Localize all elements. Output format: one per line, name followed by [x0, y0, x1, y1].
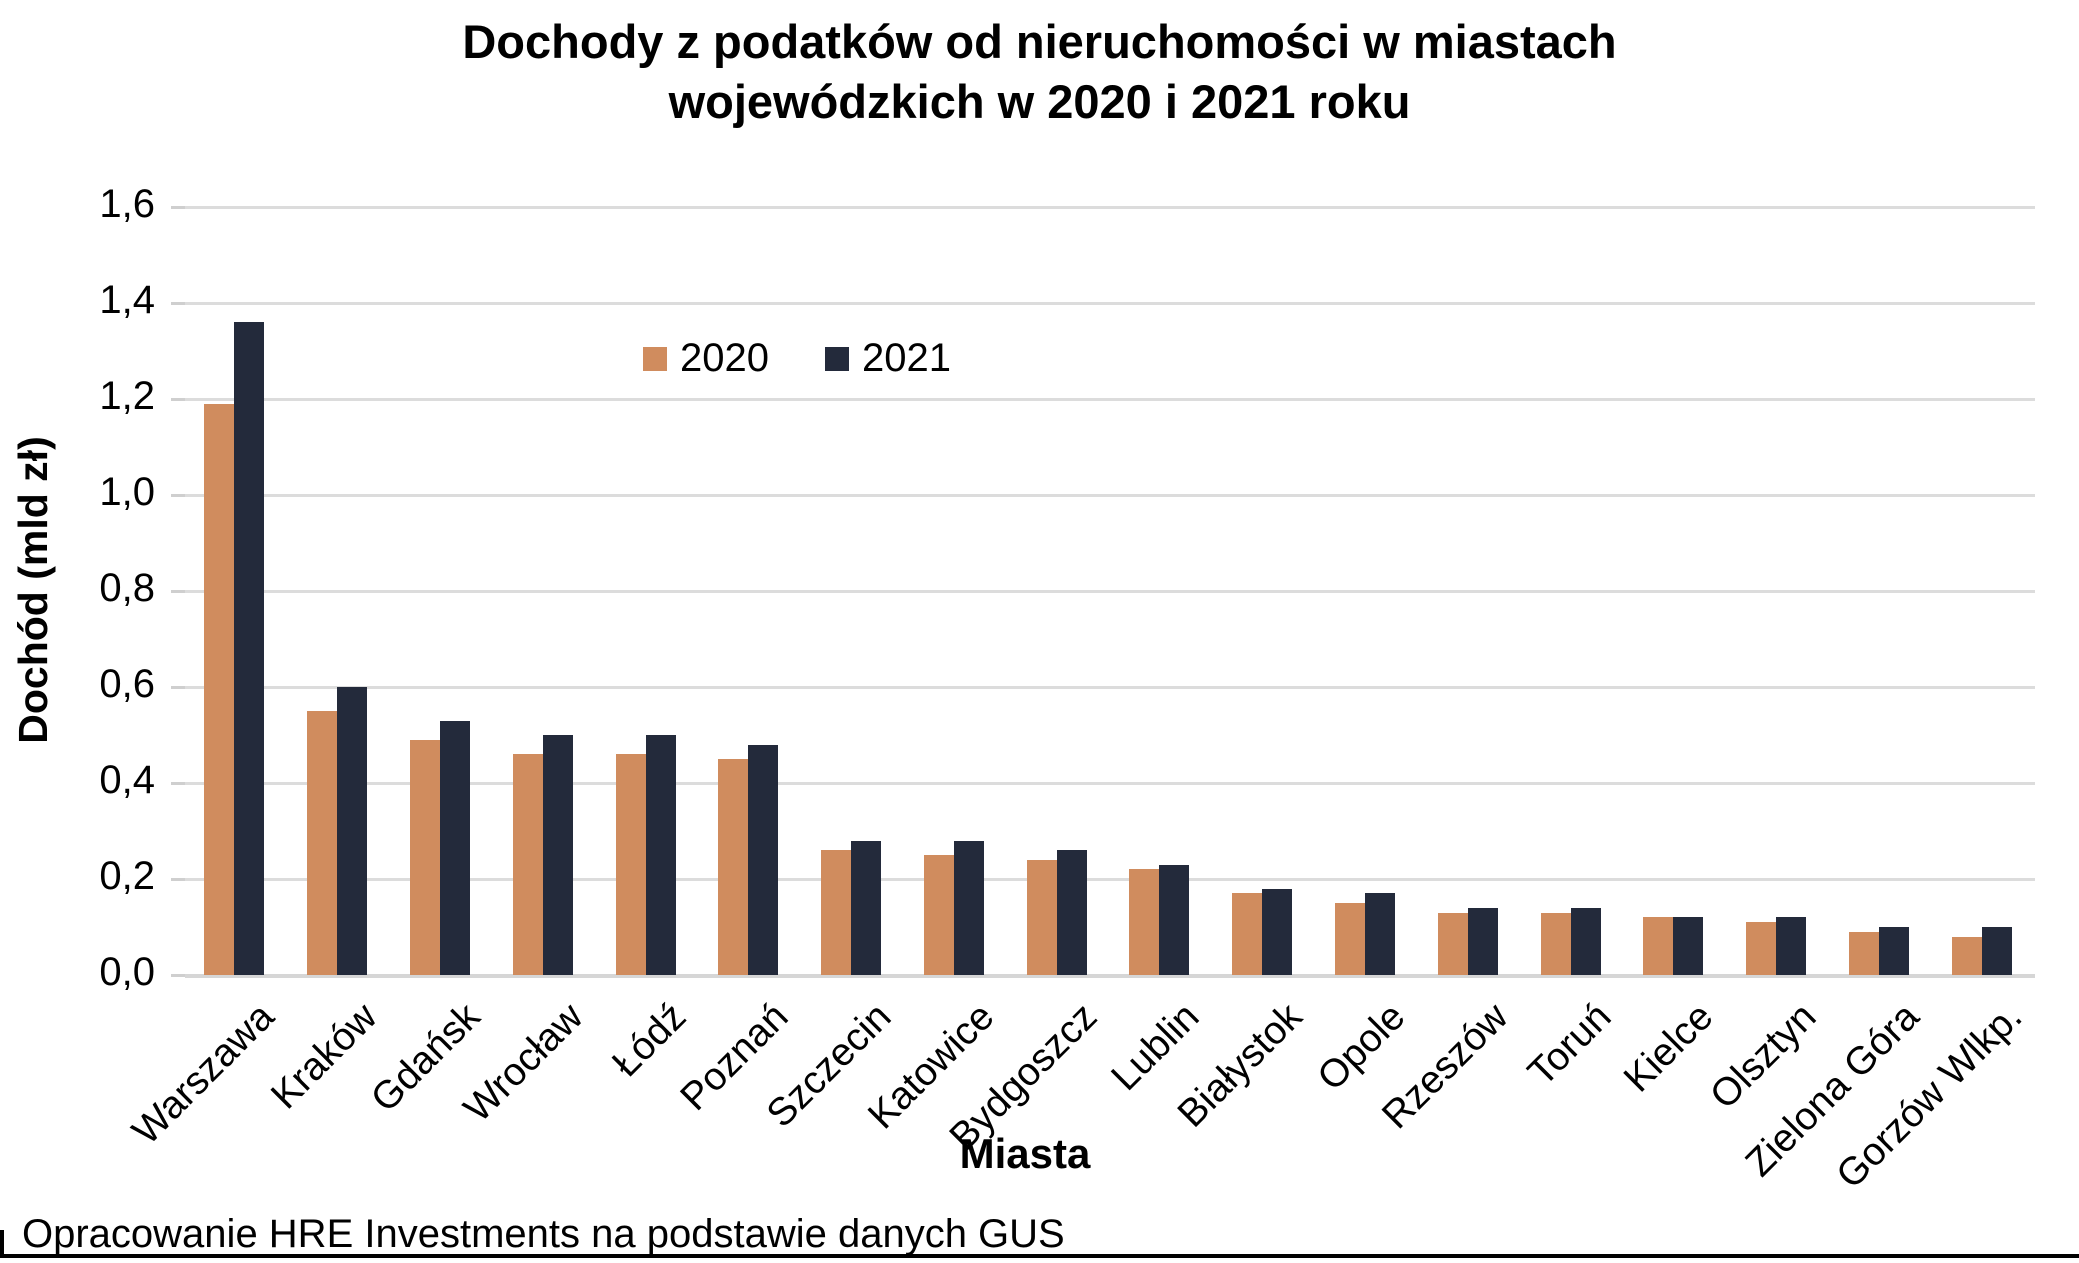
bar-2020-d [615, 754, 646, 975]
bar-2021-bia-ystok [1262, 889, 1293, 975]
bar-2020-toru [1540, 913, 1571, 975]
legend-label-2020: 2020 [680, 336, 769, 380]
y-tick-label: 1,2 [99, 374, 155, 418]
bar-2021-gda-sk [439, 721, 470, 975]
bar-2020-olsztyn [1746, 922, 1777, 975]
chart-title: Dochody z podatków od nieruchomości w mi… [0, 12, 2079, 132]
bar-2020-gorz-w-wlkp [1951, 937, 1982, 975]
bar-2021-katowice [953, 841, 984, 975]
y-tick-label: 0,2 [99, 854, 155, 898]
gridline [185, 590, 2035, 593]
gridline [185, 494, 2035, 497]
legend-swatch-2021 [824, 346, 849, 371]
bar-2021-lublin [1159, 865, 1190, 975]
bar-2021-szczecin [851, 841, 882, 975]
y-tick-mark [171, 782, 185, 785]
y-tick-label: 0,8 [99, 566, 155, 610]
y-tick-label: 1,4 [99, 278, 155, 322]
y-tick-mark [171, 590, 185, 593]
bar-2020-rzesz-w [1437, 913, 1468, 975]
bar-2020-wroc-aw [512, 754, 543, 975]
y-tick-mark [171, 878, 185, 881]
bar-2021-bydgoszcz [1056, 850, 1087, 975]
y-tick-mark [171, 206, 185, 209]
legend: 2020 2021 [643, 336, 951, 381]
y-tick-label: 1,0 [99, 470, 155, 514]
bar-2021-d [645, 735, 676, 975]
y-tick-label: 0,6 [99, 662, 155, 706]
bar-2020-bia-ystok [1232, 893, 1263, 975]
bar-2021-olsztyn [1776, 917, 1807, 975]
source-note: Opracowanie HRE Investments na podstawie… [22, 1212, 1065, 1256]
gridline [185, 878, 2035, 881]
bar-2020-opole [1334, 903, 1365, 975]
bottom-rule [0, 1254, 2079, 1258]
bar-2021-kielce [1673, 917, 1704, 975]
bar-2021-opole [1364, 893, 1395, 975]
bar-2020-lublin [1129, 869, 1160, 975]
bar-2020-bydgoszcz [1026, 860, 1057, 975]
legend-item-2021: 2021 [824, 336, 951, 381]
chart-title-line1: Dochody z podatków od nieruchomości w mi… [462, 15, 1617, 68]
y-tick-label: 0,4 [99, 758, 155, 802]
bar-2021-warszawa [234, 322, 265, 975]
x-axis-title: Miasta [959, 1130, 1091, 1177]
y-tick-label: 1,6 [99, 182, 155, 226]
legend-item-2020: 2020 [643, 336, 769, 381]
bar-2020-szczecin [821, 850, 852, 975]
bar-2021-zielona-g-ra [1878, 927, 1909, 975]
bar-2020-pozna [718, 759, 749, 975]
bar-2021-krak-w [337, 687, 368, 975]
bar-2020-katowice [923, 855, 954, 975]
bar-2021-gorz-w-wlkp [1981, 927, 2012, 975]
gridline [185, 398, 2035, 401]
gridline [185, 206, 2035, 209]
bar-2020-kielce [1643, 917, 1674, 975]
gridline [185, 686, 2035, 689]
legend-swatch-2020 [643, 346, 667, 371]
chart-title-line2: wojewódzkich w 2020 i 2021 roku [668, 75, 1411, 128]
gridline [185, 782, 2035, 785]
y-tick-mark [171, 686, 185, 689]
gridline [185, 302, 2035, 305]
y-tick-mark [171, 302, 185, 305]
bar-2021-toru [1570, 908, 1601, 975]
bar-2021-wroc-aw [542, 735, 573, 975]
bar-2021-rzesz-w [1467, 908, 1498, 975]
legend-label-2021: 2021 [861, 336, 951, 380]
y-tick-mark [171, 398, 185, 401]
left-edge-mark [0, 1230, 4, 1258]
y-tick-mark [171, 974, 185, 977]
bar-2020-zielona-g-ra [1848, 932, 1879, 975]
y-tick-mark [171, 494, 185, 497]
bar-2020-warszawa [204, 404, 235, 975]
bar-2021-pozna [748, 745, 779, 975]
bar-2020-gda-sk [409, 740, 440, 975]
bar-2020-krak-w [307, 711, 338, 975]
x-axis-baseline [185, 974, 2035, 978]
y-tick-label: 0,0 [99, 950, 155, 994]
